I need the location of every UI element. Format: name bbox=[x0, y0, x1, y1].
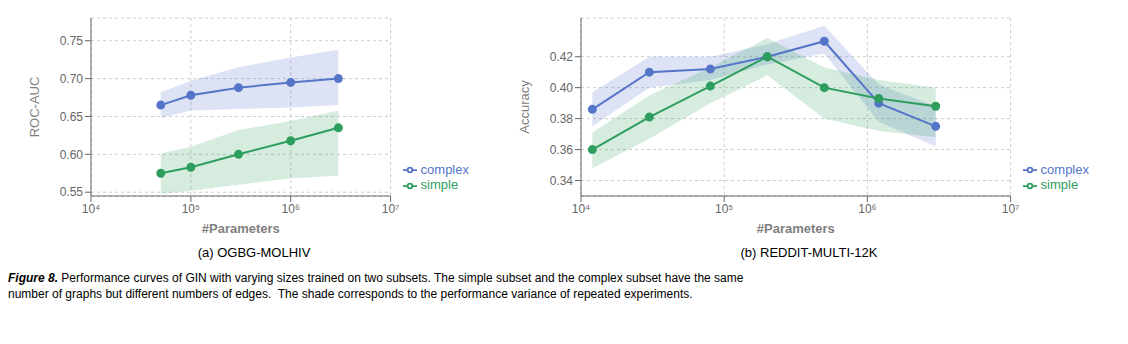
html-text:(b) REDDIT-MULTI-12K: (b) REDDIT-MULTI-12K bbox=[740, 245, 878, 260]
svg-text:0.75: 0.75 bbox=[60, 34, 84, 48]
svg-text:0.38: 0.38 bbox=[550, 112, 574, 126]
svg-text:0.60: 0.60 bbox=[60, 148, 84, 162]
svg-text:0.65: 0.65 bbox=[60, 110, 84, 124]
svg-text:10⁷: 10⁷ bbox=[382, 202, 400, 216]
svg-text:0.55: 0.55 bbox=[60, 185, 84, 199]
html-text:Figure 8. Performance curves o: Figure 8. Performance curves of GIN with… bbox=[8, 271, 744, 301]
svg-text:ROC-AUC: ROC-AUC bbox=[27, 77, 42, 138]
svg-text:0.40: 0.40 bbox=[550, 81, 574, 95]
svg-text:#Parameters: #Parameters bbox=[757, 221, 835, 236]
svg-text:Accuracy: Accuracy bbox=[517, 80, 532, 134]
svg-text:0.42: 0.42 bbox=[550, 50, 574, 64]
html-text:simple: simple bbox=[1040, 177, 1079, 193]
svg-text:10⁵: 10⁵ bbox=[715, 202, 733, 216]
svg-text:10⁷: 10⁷ bbox=[1002, 202, 1020, 216]
html-text:complex: complex bbox=[1040, 161, 1089, 177]
html-text:(a) OGBG-MOLHIV: (a) OGBG-MOLHIV bbox=[197, 245, 311, 260]
svg-text:10⁵: 10⁵ bbox=[182, 202, 200, 216]
html-text:simple: simple bbox=[420, 177, 459, 193]
svg-text:10⁴: 10⁴ bbox=[572, 202, 591, 216]
svg-text:0.70: 0.70 bbox=[60, 72, 84, 86]
html-text:complex: complex bbox=[420, 161, 469, 177]
svg-text:0.36: 0.36 bbox=[550, 143, 574, 157]
svg-text:10⁶: 10⁶ bbox=[858, 202, 876, 216]
svg-text:10⁶: 10⁶ bbox=[282, 202, 300, 216]
svg-text:10⁴: 10⁴ bbox=[82, 202, 101, 216]
svg-text:#Parameters: #Parameters bbox=[202, 221, 280, 236]
svg-text:0.34: 0.34 bbox=[550, 174, 574, 188]
